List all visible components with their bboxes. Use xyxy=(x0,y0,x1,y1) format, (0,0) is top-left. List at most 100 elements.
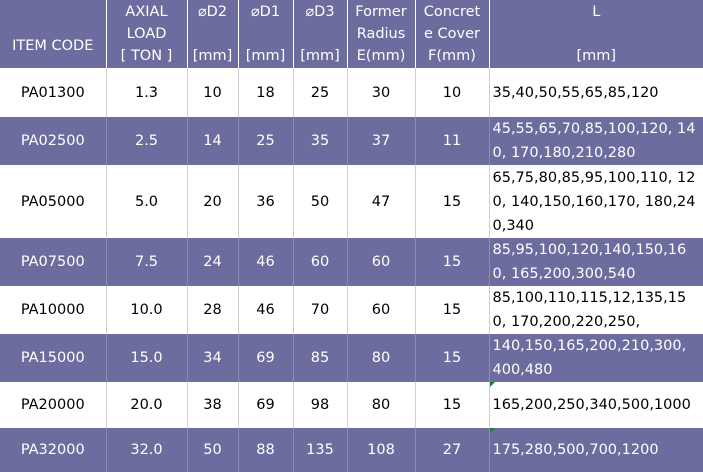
header-l: L [mm] xyxy=(489,0,703,68)
cell-l: 65,75,80,85,95,100,110, 120, 140,150,160… xyxy=(489,165,703,238)
cell-d1: 69 xyxy=(238,382,294,428)
cell-l: 45,55,65,70,85,100,120, 140, 170,180,210… xyxy=(489,117,703,165)
cell-axial-load: 7.5 xyxy=(106,238,188,286)
cell-concrete-cover: 15 xyxy=(415,165,490,238)
cell-item-code: PA05000 xyxy=(0,165,107,238)
header-concrete-cover-line1: Concret xyxy=(423,4,481,20)
cell-former-radius: 108 xyxy=(347,428,416,472)
cell-concrete-cover: 15 xyxy=(415,334,490,382)
table-row: PA07500 7.5 24 46 60 60 15 85,95,100,120… xyxy=(0,238,703,286)
table-row: PA01300 1.3 10 18 25 30 10 35,40,50,55,6… xyxy=(0,68,703,117)
table-row: PA05000 5.0 20 36 50 47 15 65,75,80,85,9… xyxy=(0,165,703,238)
header-item-code-label: ITEM CODE xyxy=(12,37,94,54)
cell-d2: 20 xyxy=(187,165,239,238)
header-former-radius-line1: Former xyxy=(355,4,407,20)
cell-item-code: PA01300 xyxy=(0,68,107,117)
cell-former-radius: 80 xyxy=(347,382,416,428)
header-l-line3: [mm] xyxy=(576,48,617,64)
header-d3: ⌀D3 [mm] xyxy=(293,0,348,68)
header-d3-line2 xyxy=(296,23,345,45)
cell-item-code: PA32000 xyxy=(0,428,107,472)
cell-d3: 60 xyxy=(293,238,348,286)
cell-concrete-cover: 27 xyxy=(415,428,490,472)
cell-d3: 98 xyxy=(293,382,348,428)
header-d2-line3: [mm] xyxy=(192,48,233,64)
cell-l: 35,40,50,55,65,85,120 xyxy=(489,68,703,117)
header-d1-line2 xyxy=(241,23,291,45)
header-d2-line2 xyxy=(190,23,236,45)
header-d1-line1: ⌀D1 xyxy=(250,4,281,20)
cell-item-code: PA02500 xyxy=(0,117,107,165)
header-concrete-cover: Concret e Cover F(mm) xyxy=(415,0,490,68)
cell-concrete-cover: 11 xyxy=(415,117,490,165)
cell-concrete-cover: 10 xyxy=(415,68,490,117)
cell-axial-load: 1.3 xyxy=(106,68,188,117)
cell-axial-load: 2.5 xyxy=(106,117,188,165)
header-d1: ⌀D1 [mm] xyxy=(238,0,294,68)
cell-d1: 46 xyxy=(238,238,294,286)
cell-item-code: PA20000 xyxy=(0,382,107,428)
cell-axial-load: 15.0 xyxy=(106,334,188,382)
cell-d1: 36 xyxy=(238,165,294,238)
cell-concrete-cover: 15 xyxy=(415,286,490,334)
table-row: PA15000 15.0 34 69 85 80 15 140,150,165,… xyxy=(0,334,703,382)
cell-item-code: PA15000 xyxy=(0,334,107,382)
table-header: ITEM CODE AXIAL LOAD [ TON ] ⌀D2 [mm] ⌀D… xyxy=(0,0,703,68)
cell-d2: 28 xyxy=(187,286,239,334)
header-d3-line3: [mm] xyxy=(300,48,340,64)
table-row: PA10000 10.0 28 46 70 60 15 85,100,110,1… xyxy=(0,286,703,334)
cell-d2: 10 xyxy=(187,68,239,117)
header-former-radius-line3: E(mm) xyxy=(356,48,406,64)
cell-d3: 50 xyxy=(293,165,348,238)
table-row: PA20000 20.0 38 69 98 80 15 165,200,250,… xyxy=(0,382,703,428)
cell-concrete-cover: 15 xyxy=(415,382,490,428)
table-row: PA32000 32.0 50 88 135 108 27 175,280,50… xyxy=(0,428,703,472)
cell-axial-load: 10.0 xyxy=(106,286,188,334)
cell-former-radius: 30 xyxy=(347,68,416,117)
header-axial-load-line3: [ TON ] xyxy=(120,48,173,64)
cell-l: 140,150,165,200,210,300, 400,480 xyxy=(489,334,703,382)
cell-d3: 35 xyxy=(293,117,348,165)
cell-former-radius: 60 xyxy=(347,286,416,334)
header-former-radius-line2: Radius xyxy=(356,26,406,42)
cell-d1: 25 xyxy=(238,117,294,165)
cell-concrete-cover: 15 xyxy=(415,238,490,286)
header-concrete-cover-line2: e Cover xyxy=(424,26,480,42)
cell-d1: 88 xyxy=(238,428,294,472)
cell-former-radius: 60 xyxy=(347,238,416,286)
table-body: PA01300 1.3 10 18 25 30 10 35,40,50,55,6… xyxy=(0,68,703,472)
cell-d2: 14 xyxy=(187,117,239,165)
table-row: PA02500 2.5 14 25 35 37 11 45,55,65,70,8… xyxy=(0,117,703,165)
cell-item-code: PA10000 xyxy=(0,286,107,334)
cell-d1: 46 xyxy=(238,286,294,334)
cell-d2: 50 xyxy=(187,428,239,472)
cell-d1: 69 xyxy=(238,334,294,382)
header-item-code: ITEM CODE xyxy=(0,0,107,68)
cell-former-radius: 47 xyxy=(347,165,416,238)
cell-d3: 70 xyxy=(293,286,348,334)
cell-former-radius: 37 xyxy=(347,117,416,165)
header-l-line2 xyxy=(492,23,702,45)
header-d3-line1: ⌀D3 xyxy=(305,4,335,20)
header-d1-line3: [mm] xyxy=(245,48,286,64)
header-former-radius: Former Radius E(mm) xyxy=(347,0,416,68)
cell-d1: 18 xyxy=(238,68,294,117)
cell-l: 165,200,250,340,500,1000 xyxy=(489,382,703,428)
header-axial-load: AXIAL LOAD [ TON ] xyxy=(106,0,188,68)
header-d2-line1: ⌀D2 xyxy=(197,4,228,20)
header-d2: ⌀D2 [mm] xyxy=(187,0,239,68)
cell-axial-load: 20.0 xyxy=(106,382,188,428)
cell-d2: 38 xyxy=(187,382,239,428)
cell-item-code: PA07500 xyxy=(0,238,107,286)
header-axial-load-line2: LOAD xyxy=(126,26,167,42)
cell-axial-load: 32.0 xyxy=(106,428,188,472)
header-concrete-cover-line3: F(mm) xyxy=(428,48,476,64)
cell-axial-load: 5.0 xyxy=(106,165,188,238)
cell-l: 85,100,110,115,12,135,150, 170,200,220,2… xyxy=(489,286,703,334)
header-l-line1: L xyxy=(592,4,601,20)
cell-d3: 25 xyxy=(293,68,348,117)
cell-d3: 85 xyxy=(293,334,348,382)
cell-l: 85,95,100,120,140,150,160, 165,200,300,5… xyxy=(489,238,703,286)
cell-l: 175,280,500,700,1200 xyxy=(489,428,703,472)
